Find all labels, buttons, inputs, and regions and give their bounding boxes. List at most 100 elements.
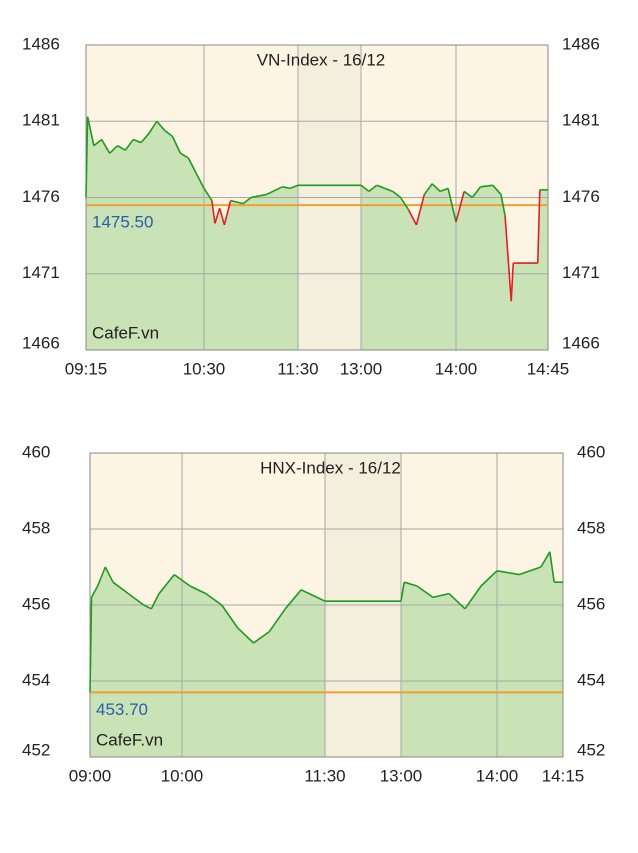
reference-label: 453.70 — [96, 700, 148, 719]
price-line — [140, 132, 150, 144]
y-tick-label-right: 1466 — [562, 333, 600, 352]
price-line — [504, 215, 512, 302]
price-line — [447, 188, 457, 223]
chart-title: VN-Index - 16/12 — [257, 50, 386, 69]
price-line — [464, 585, 482, 610]
price-line — [127, 592, 145, 606]
price-line — [400, 582, 405, 602]
y-tick-label-right: 1476 — [562, 187, 600, 206]
price-line — [189, 585, 207, 595]
x-tick-label: 10:30 — [183, 359, 226, 378]
price-line — [156, 120, 166, 131]
y-tick-label: 1476 — [22, 187, 60, 206]
price-line — [518, 566, 542, 576]
y-tick-label: 458 — [22, 518, 50, 537]
price-line — [132, 138, 142, 144]
price-line — [284, 589, 302, 610]
plot-frame — [89, 452, 564, 758]
watermark: CafeF.vn — [96, 730, 163, 749]
price-line — [124, 139, 134, 151]
price-line — [431, 183, 441, 192]
x-tick-label: 09:00 — [69, 766, 112, 785]
y-tick-label-right: 460 — [577, 442, 605, 461]
price-line — [492, 184, 502, 195]
price-line — [540, 551, 551, 568]
price-line — [510, 263, 515, 302]
price-line — [360, 184, 370, 193]
price-line — [143, 604, 152, 610]
y-tick-label: 456 — [22, 594, 50, 613]
x-tick-label: 11:30 — [277, 359, 318, 378]
price-line — [171, 136, 182, 154]
price-line — [368, 184, 378, 193]
watermark: CafeF.vn — [92, 323, 159, 342]
price-line — [89, 597, 93, 693]
price-line — [496, 570, 520, 576]
price-line — [242, 196, 252, 205]
price-line — [164, 129, 174, 138]
price-line — [104, 566, 114, 583]
price-line — [117, 144, 126, 151]
price-line — [455, 191, 465, 223]
price-line — [179, 152, 189, 159]
price-line — [268, 608, 286, 633]
price-line — [415, 194, 426, 226]
price-line — [471, 186, 482, 198]
y-tick-label: 452 — [22, 740, 50, 759]
y-tick-label: 1486 — [22, 34, 60, 53]
price-line — [109, 145, 119, 154]
price-line — [384, 187, 393, 193]
price-line — [549, 551, 555, 583]
x-tick-label: 14:15 — [542, 766, 585, 785]
price-line — [86, 116, 95, 146]
price-line — [112, 581, 129, 595]
price-line — [148, 120, 158, 134]
price-line — [266, 186, 283, 196]
x-tick-label: 14:00 — [435, 359, 478, 378]
x-tick-label: 09:15 — [65, 359, 108, 378]
price-line — [282, 186, 291, 190]
price-line — [407, 209, 418, 226]
price-line — [230, 199, 244, 205]
price-line — [536, 189, 541, 264]
price-line — [376, 184, 386, 190]
price-line — [300, 589, 318, 599]
y-tick-label-right: 452 — [577, 740, 605, 759]
y-tick-label-right: 456 — [577, 594, 605, 613]
price-line — [423, 183, 433, 195]
price-line — [173, 573, 191, 587]
x-tick-label: 13:00 — [380, 766, 423, 785]
y-tick-label-right: 1471 — [562, 263, 600, 282]
y-tick-label-right: 1481 — [562, 111, 600, 130]
price-line — [237, 627, 255, 644]
price-line — [195, 172, 205, 189]
price-line — [500, 194, 506, 216]
price-line — [432, 592, 450, 599]
price-line — [93, 138, 103, 147]
price-line — [439, 187, 449, 193]
price-line — [392, 190, 402, 199]
y-tick-label: 1481 — [22, 111, 60, 130]
price-line — [403, 581, 418, 587]
price-line — [158, 574, 175, 595]
price-line — [218, 207, 226, 226]
price-line — [463, 190, 473, 199]
price-line — [90, 585, 99, 598]
price-line — [480, 570, 498, 587]
price-line — [399, 197, 410, 211]
price-line — [221, 604, 239, 629]
y-tick-label: 1466 — [22, 333, 60, 352]
y-tick-label-right: 458 — [577, 518, 605, 537]
price-line — [416, 585, 434, 599]
price-line — [101, 139, 111, 154]
y-tick-label: 454 — [22, 670, 50, 689]
price-line — [150, 593, 160, 610]
x-tick-label: 14:45 — [527, 359, 570, 378]
price-line — [316, 596, 326, 602]
price-line — [214, 207, 221, 224]
x-tick-label: 14:00 — [476, 766, 519, 785]
y-tick-label: 460 — [22, 442, 50, 461]
price-line — [448, 593, 466, 610]
price-line — [289, 184, 299, 190]
